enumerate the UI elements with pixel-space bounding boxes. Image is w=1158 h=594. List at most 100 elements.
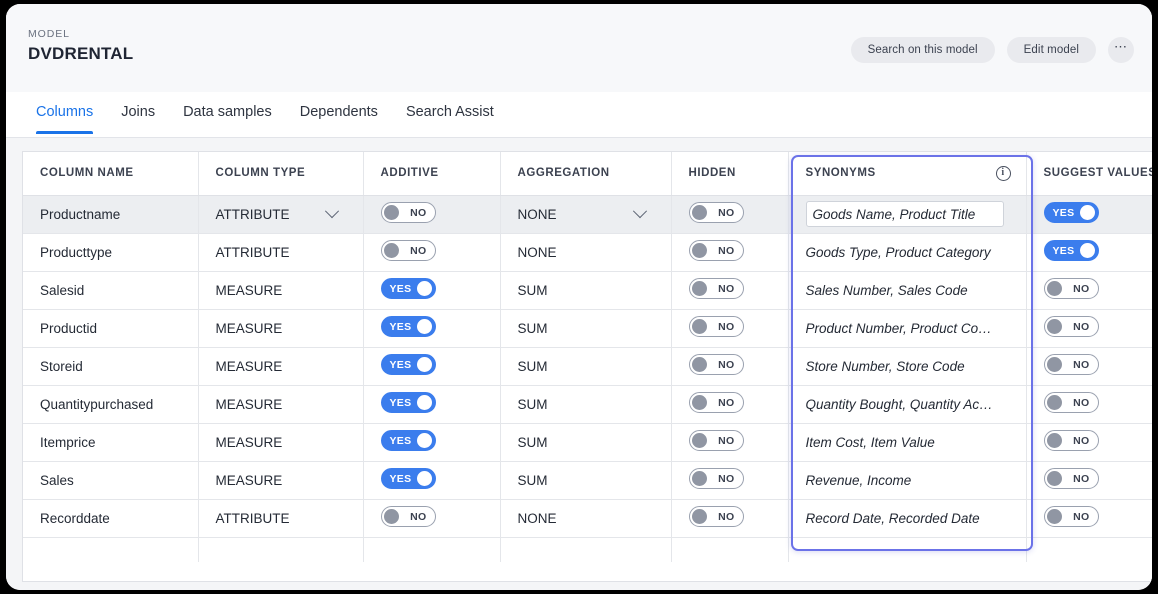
cell-column-type[interactable]: MEASURE	[198, 461, 364, 500]
cell-suggest-values: YES	[1026, 195, 1152, 234]
suggest-values-toggle[interactable]: NO	[1043, 278, 1099, 299]
toggle-label: NO	[718, 510, 735, 523]
table-row[interactable]: Productname ATTRIBUTE NO NONE NO YES	[23, 195, 1152, 234]
header-hidden[interactable]: HIDDEN	[671, 152, 789, 196]
cell-synonyms[interactable]: Store Number, Store Code	[788, 347, 1027, 386]
cell-aggregation[interactable]: NONE	[500, 499, 672, 538]
table-row-blank	[23, 537, 1152, 562]
cell-column-type[interactable]: MEASURE	[198, 347, 364, 386]
cell-aggregation[interactable]: SUM	[500, 271, 672, 310]
synonyms-value[interactable]: Goods Type, Product Category	[805, 244, 991, 260]
tab-data-samples[interactable]: Data samples	[183, 104, 272, 120]
chevron-down-icon[interactable]	[632, 204, 647, 219]
cell-synonyms[interactable]: Product Number, Product Co…	[788, 309, 1027, 348]
suggest-values-toggle[interactable]: NO	[1043, 392, 1099, 413]
cell-aggregation[interactable]: SUM	[500, 309, 672, 348]
synonyms-value[interactable]: Store Number, Store Code	[805, 358, 965, 374]
tab-search-assist[interactable]: Search Assist	[405, 104, 494, 120]
synonyms-value[interactable]: Product Number, Product Co…	[805, 320, 992, 336]
cell-suggest-values: NO	[1026, 271, 1152, 310]
header-column-type[interactable]: COLUMN TYPE	[198, 152, 364, 196]
additive-toggle[interactable]: NO	[380, 506, 436, 527]
suggest-values-toggle[interactable]: NO	[1043, 468, 1099, 489]
suggest-values-toggle[interactable]: NO	[1043, 430, 1099, 451]
table-row[interactable]: Salesid MEASURE YES SUM NO Sales Number, Sale…	[23, 271, 1152, 310]
tab-dependents[interactable]: Dependents	[299, 104, 378, 120]
additive-toggle[interactable]: YES	[380, 392, 436, 413]
synonyms-value[interactable]: Item Cost, Item Value	[805, 434, 935, 450]
cell-aggregation[interactable]: NONE	[500, 195, 672, 234]
cell-aggregation[interactable]: SUM	[500, 385, 672, 424]
cell-column-type[interactable]: MEASURE	[198, 271, 364, 310]
table-row[interactable]: Productid MEASURE YES SUM NO Product Number, …	[23, 309, 1152, 348]
cell-synonyms[interactable]: Quantity Bought, Quantity Ac…	[788, 385, 1027, 424]
table-row[interactable]: Quantitypurchased MEASURE YES SUM NO Quantity…	[23, 385, 1152, 424]
hidden-toggle[interactable]: NO	[688, 392, 744, 413]
synonyms-value[interactable]: Quantity Bought, Quantity Ac…	[805, 396, 993, 412]
additive-toggle[interactable]: NO	[380, 240, 436, 261]
tab-columns[interactable]: Columns	[22, 92, 107, 134]
cell-column-type[interactable]: ATTRIBUTE	[198, 195, 364, 234]
additive-toggle[interactable]: YES	[380, 468, 436, 489]
hidden-toggle[interactable]: NO	[688, 278, 744, 299]
hidden-toggle[interactable]: NO	[688, 430, 744, 451]
suggest-values-toggle[interactable]: YES	[1043, 240, 1099, 261]
more-options-button[interactable]: ⋯	[1108, 37, 1134, 63]
cell-column-type[interactable]: MEASURE	[198, 385, 364, 424]
table-row[interactable]: Recorddate ATTRIBUTE NO NONE NO Record Date, …	[23, 499, 1152, 538]
cell-column-type[interactable]: ATTRIBUTE	[198, 233, 364, 272]
cell-column-type[interactable]: MEASURE	[198, 423, 364, 462]
info-icon[interactable]: i	[995, 165, 1011, 181]
additive-toggle[interactable]: YES	[380, 430, 436, 451]
cell-synonyms[interactable]	[788, 195, 1027, 234]
header-suggest-values[interactable]: SUGGEST VALUES	[1026, 152, 1152, 196]
cell-column-type-value: MEASURE	[215, 282, 283, 298]
cell-synonyms[interactable]: Item Cost, Item Value	[788, 423, 1027, 462]
chevron-down-icon[interactable]	[324, 204, 339, 219]
cell-synonyms[interactable]: Sales Number, Sales Code	[788, 271, 1027, 310]
cell-aggregation[interactable]: SUM	[500, 461, 672, 500]
header-column-name[interactable]: COLUMN NAME	[23, 152, 199, 196]
cell-synonyms[interactable]: Revenue, Income	[788, 461, 1027, 500]
hidden-toggle[interactable]: NO	[688, 240, 744, 261]
edit-model-button[interactable]: Edit model	[1006, 37, 1096, 63]
table-row[interactable]: Producttype ATTRIBUTE NO NONE NO Goods Type, …	[23, 233, 1152, 272]
additive-toggle[interactable]: YES	[380, 354, 436, 375]
cell-suggest-values: NO	[1026, 385, 1152, 424]
suggest-values-toggle[interactable]: NO	[1043, 354, 1099, 375]
suggest-values-toggle[interactable]: NO	[1043, 506, 1099, 527]
toggle-knob	[691, 205, 707, 220]
toggle-knob	[1046, 395, 1062, 410]
synonyms-value[interactable]: Sales Number, Sales Code	[805, 282, 968, 298]
cell-column-type[interactable]: ATTRIBUTE	[198, 499, 364, 538]
hidden-toggle[interactable]: NO	[688, 506, 744, 527]
cell-aggregation[interactable]: SUM	[500, 423, 672, 462]
cell-hidden: NO	[671, 499, 789, 538]
cell-column-type[interactable]: MEASURE	[198, 309, 364, 348]
synonyms-value[interactable]: Record Date, Recorded Date	[805, 510, 980, 526]
hidden-toggle[interactable]: NO	[688, 468, 744, 489]
suggest-values-toggle[interactable]: NO	[1043, 316, 1099, 337]
search-on-model-button[interactable]: Search on this model	[850, 37, 995, 63]
toggle-knob	[383, 205, 399, 220]
header-synonyms[interactable]: SYNONYMS i	[788, 152, 1027, 196]
synonyms-value[interactable]: Revenue, Income	[805, 472, 912, 488]
additive-toggle[interactable]: NO	[380, 202, 436, 223]
header-additive[interactable]: ADDITIVE	[363, 152, 501, 196]
header-aggregation[interactable]: AGGREGATION	[500, 152, 672, 196]
hidden-toggle[interactable]: NO	[688, 354, 744, 375]
additive-toggle[interactable]: YES	[380, 278, 436, 299]
cell-aggregation[interactable]: SUM	[500, 347, 672, 386]
cell-synonyms[interactable]: Goods Type, Product Category	[788, 233, 1027, 272]
synonyms-input[interactable]	[805, 201, 1004, 227]
table-row[interactable]: Storeid MEASURE YES SUM NO Store Number, Stor…	[23, 347, 1152, 386]
cell-aggregation[interactable]: NONE	[500, 233, 672, 272]
suggest-values-toggle[interactable]: YES	[1043, 202, 1099, 223]
table-row[interactable]: Sales MEASURE YES SUM NO Revenue, Income NO	[23, 461, 1152, 500]
cell-synonyms[interactable]: Record Date, Recorded Date	[788, 499, 1027, 538]
additive-toggle[interactable]: YES	[380, 316, 436, 337]
table-row[interactable]: Itemprice MEASURE YES SUM NO Item Cost, Item …	[23, 423, 1152, 462]
hidden-toggle[interactable]: NO	[688, 316, 744, 337]
hidden-toggle[interactable]: NO	[688, 202, 744, 223]
tab-joins[interactable]: Joins	[121, 104, 156, 120]
